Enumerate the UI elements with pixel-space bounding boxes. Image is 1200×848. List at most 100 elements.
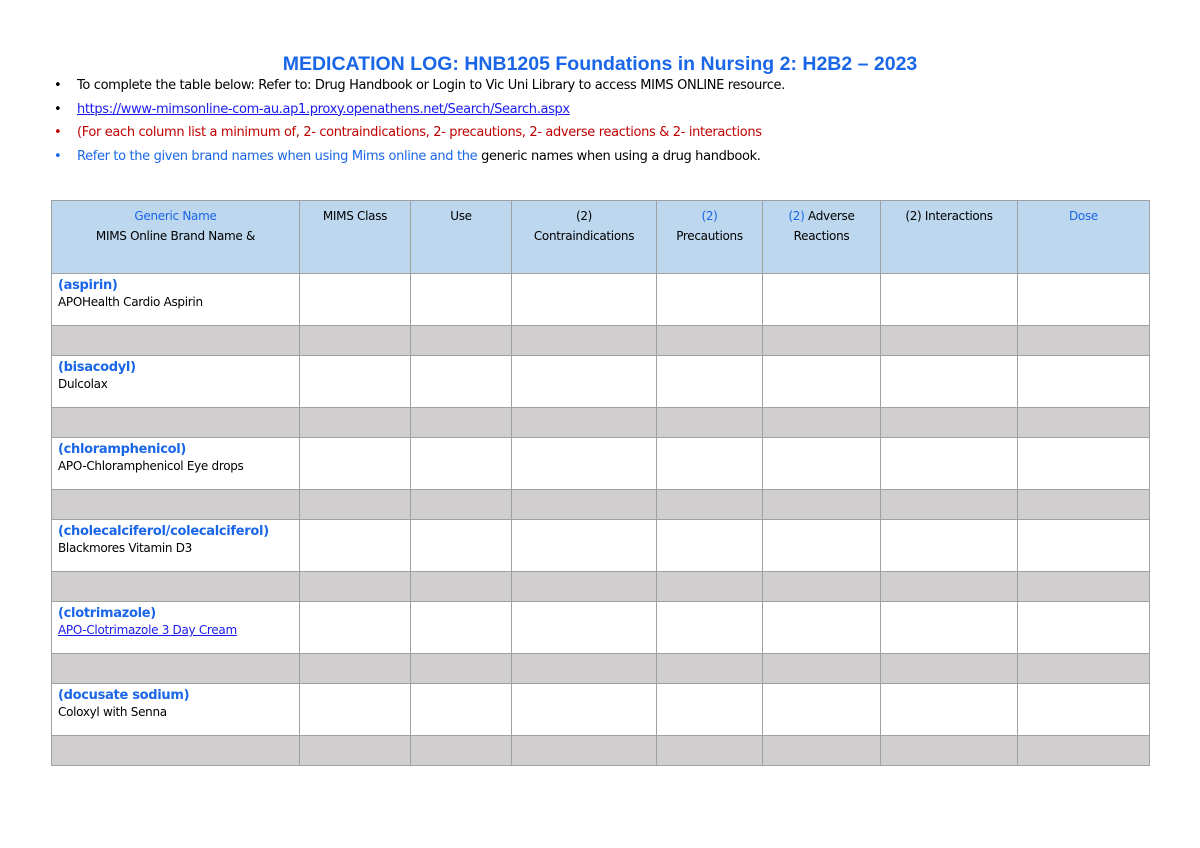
- entry-cell[interactable]: [656, 601, 763, 654]
- entry-cell[interactable]: [511, 519, 657, 572]
- instruction-1: To complete the table below: Refer to: D…: [52, 76, 785, 100]
- entry-cell[interactable]: [656, 437, 763, 490]
- spacer-row: [51, 735, 1150, 766]
- spacer-cell: [656, 407, 763, 438]
- entry-cell[interactable]: [511, 683, 657, 736]
- entry-cell[interactable]: [656, 519, 763, 572]
- header-text: Precautions: [676, 229, 743, 243]
- entry-cell[interactable]: [410, 519, 512, 572]
- entry-cell[interactable]: [1017, 437, 1150, 490]
- spacer-cell: [656, 325, 763, 356]
- entry-cell[interactable]: [762, 683, 881, 736]
- instruction-text: Drug Handbook or Login to Vic Uni Librar…: [314, 78, 785, 93]
- entry-cell[interactable]: [1017, 273, 1150, 326]
- header-text: (2): [575, 209, 593, 223]
- spacer-cell: [299, 489, 411, 520]
- spacer-cell: [1017, 407, 1150, 438]
- drug-name-cell: (clotrimazole) APO-Clotrimazole 3 Day Cre…: [51, 601, 300, 654]
- entry-cell[interactable]: [299, 519, 411, 572]
- entry-cell[interactable]: [410, 355, 512, 408]
- spacer-cell: [880, 735, 1018, 766]
- drug-name-cell: (cholecalciferol/colecalciferol) Blackmor…: [51, 519, 300, 572]
- spacer-cell: [1017, 489, 1150, 520]
- entry-cell[interactable]: [299, 437, 411, 490]
- drug-row: (bisacodyl) Dulcolax: [51, 355, 1150, 408]
- entry-cell[interactable]: [511, 355, 657, 408]
- entry-cell[interactable]: [880, 273, 1018, 326]
- brand-name[interactable]: APO-Clotrimazole 3 Day Cream: [58, 623, 237, 637]
- entry-cell[interactable]: [656, 355, 763, 408]
- spacer-cell: [299, 571, 411, 602]
- generic-name: (clotrimazole): [58, 606, 156, 621]
- spacer-cell: [1017, 325, 1150, 356]
- brand-name: APO-Chloramphenicol Eye drops: [58, 459, 244, 473]
- spacer-cell: [51, 571, 300, 602]
- entry-cell[interactable]: [410, 601, 512, 654]
- spacer-cell: [880, 571, 1018, 602]
- entry-cell[interactable]: [299, 355, 411, 408]
- entry-cell[interactable]: [410, 273, 512, 326]
- entry-cell[interactable]: [410, 437, 512, 490]
- spacer-row: [51, 325, 1150, 356]
- header-dose: Dose: [1017, 200, 1150, 274]
- drug-name-cell: (bisacodyl) Dulcolax: [51, 355, 300, 408]
- entry-cell[interactable]: [410, 683, 512, 736]
- header-text: Reactions: [793, 229, 850, 243]
- entry-cell[interactable]: [762, 437, 881, 490]
- entry-cell[interactable]: [511, 601, 657, 654]
- entry-cell[interactable]: [299, 683, 411, 736]
- entry-cell[interactable]: [880, 437, 1018, 490]
- spacer-cell: [1017, 735, 1150, 766]
- header-adverse: (2) Adverse Reactions: [762, 200, 881, 274]
- header-use: Use: [410, 200, 512, 274]
- spacer-cell: [511, 325, 657, 356]
- drug-name-cell: (docusate sodium) Coloxyl with Senna: [51, 683, 300, 736]
- entry-cell[interactable]: [762, 355, 881, 408]
- entry-cell[interactable]: [299, 601, 411, 654]
- entry-cell[interactable]: [1017, 683, 1150, 736]
- instruction-text: (For each column list a minimum of, 2- c…: [77, 125, 762, 140]
- spacer-cell: [51, 735, 300, 766]
- entry-cell[interactable]: [762, 273, 881, 326]
- spacer-cell: [51, 653, 300, 684]
- generic-name: (docusate sodium): [58, 688, 190, 703]
- spacer-cell: [762, 325, 881, 356]
- instruction-2: https://www-mimsonline-com-au.ap1.proxy.…: [52, 100, 785, 124]
- spacer-cell: [880, 489, 1018, 520]
- spacer-cell: [1017, 571, 1150, 602]
- entry-cell[interactable]: [656, 683, 763, 736]
- entry-cell[interactable]: [299, 273, 411, 326]
- drug-row: (aspirin) APOHealth Cardio Aspirin: [51, 273, 1150, 326]
- entry-cell[interactable]: [1017, 355, 1150, 408]
- spacer-cell: [511, 653, 657, 684]
- spacer-cell: [299, 407, 411, 438]
- entry-cell[interactable]: [1017, 519, 1150, 572]
- drug-row: (chloramphenicol) APO-Chloramphenicol Eye…: [51, 437, 1150, 490]
- instruction-3: (For each column list a minimum of, 2- c…: [52, 123, 785, 147]
- header-interactions: (2) Interactions: [880, 200, 1018, 274]
- entry-cell[interactable]: [656, 273, 763, 326]
- entry-cell[interactable]: [1017, 601, 1150, 654]
- entry-cell[interactable]: [880, 355, 1018, 408]
- entry-cell[interactable]: [880, 601, 1018, 654]
- medication-table: Generic Name MIMS Online Brand Name & MIM…: [51, 200, 1150, 766]
- spacer-cell: [299, 653, 411, 684]
- spacer-cell: [51, 489, 300, 520]
- page-title: MEDICATION LOG: HNB1205 Foundations in N…: [282, 53, 918, 75]
- entry-cell[interactable]: [762, 519, 881, 572]
- entry-cell[interactable]: [511, 437, 657, 490]
- drug-row: (clotrimazole) APO-Clotrimazole 3 Day Cre…: [51, 601, 1150, 654]
- spacer-cell: [511, 735, 657, 766]
- spacer-cell: [410, 489, 512, 520]
- instructions-list: To complete the table below: Refer to: D…: [52, 76, 785, 170]
- entry-cell[interactable]: [880, 519, 1018, 572]
- entry-cell[interactable]: [880, 683, 1018, 736]
- entry-cell[interactable]: [762, 601, 881, 654]
- entry-cell[interactable]: [511, 273, 657, 326]
- mims-link[interactable]: https://www-mimsonline-com-au.ap1.proxy.…: [77, 101, 570, 117]
- spacer-row: [51, 571, 1150, 602]
- brand-name: Blackmores Vitamin D3: [58, 541, 192, 555]
- generic-name: (chloramphenicol): [58, 442, 187, 457]
- spacer-cell: [1017, 653, 1150, 684]
- spacer-row: [51, 653, 1150, 684]
